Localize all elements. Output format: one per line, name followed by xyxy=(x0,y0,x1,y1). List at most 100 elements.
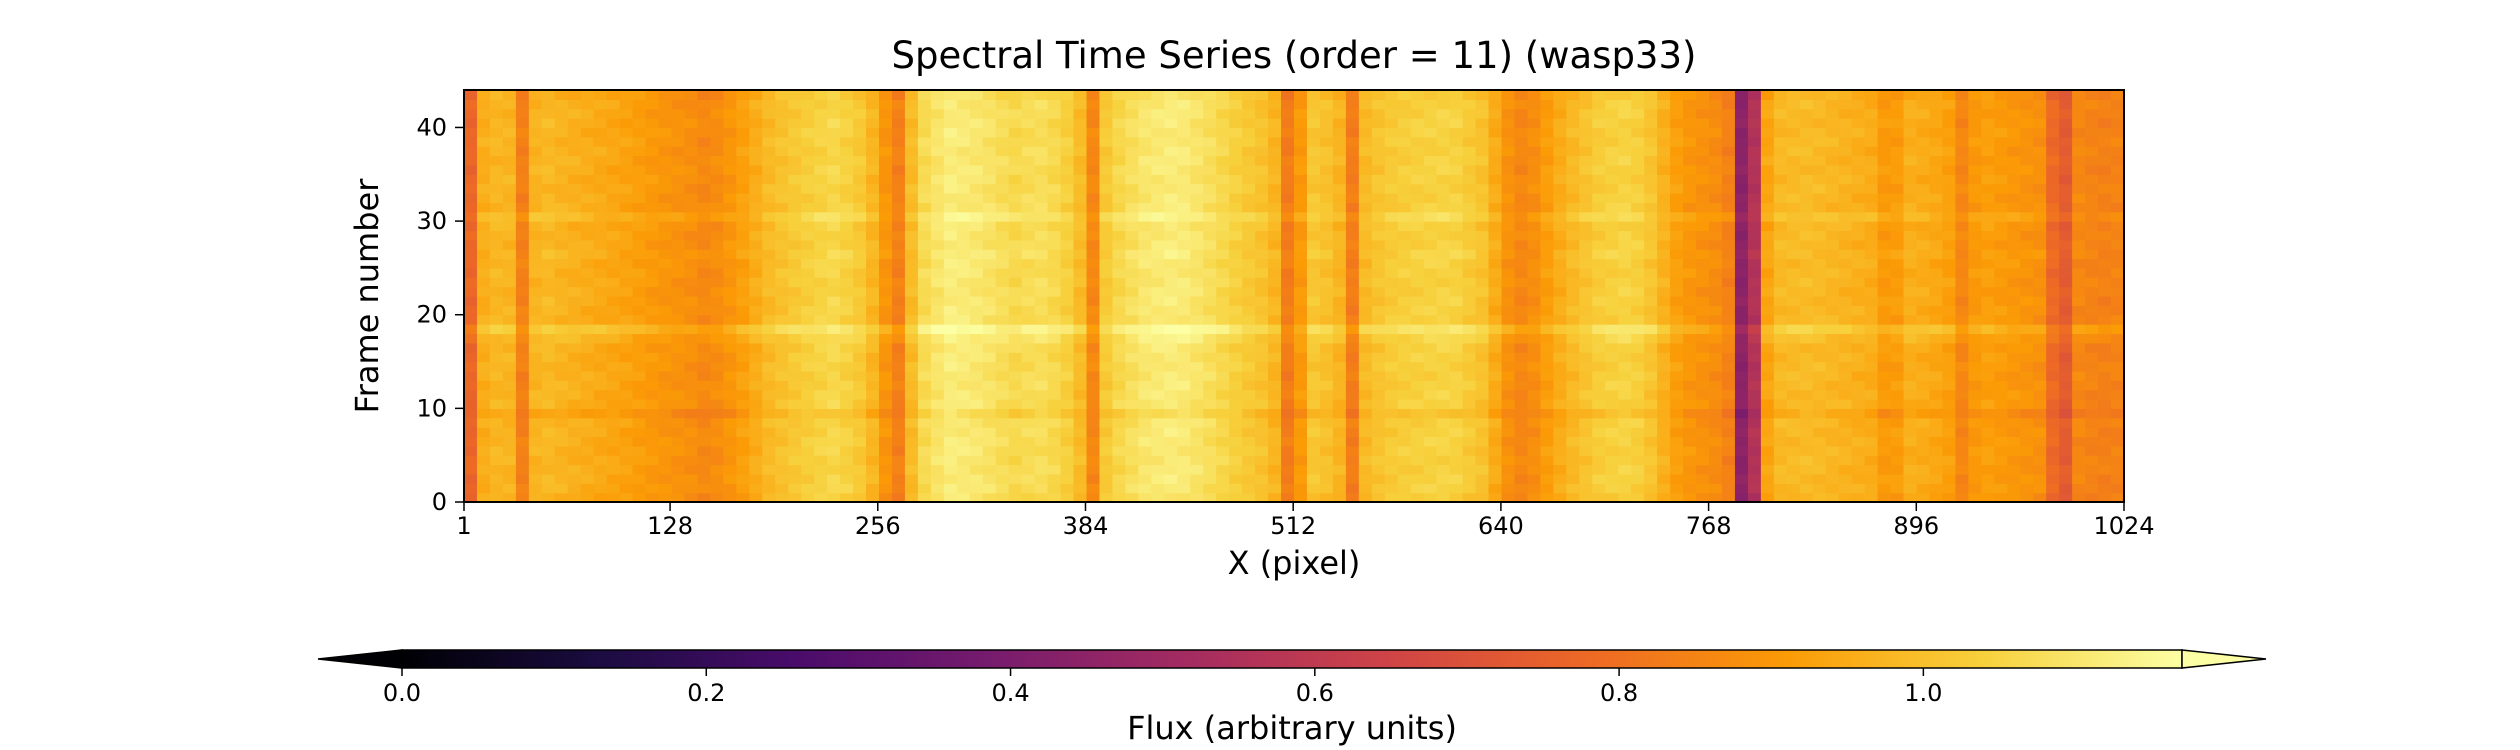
heatmap-cell xyxy=(1618,389,1632,400)
heatmap-cell xyxy=(930,427,945,438)
heatmap-cell xyxy=(1229,342,1243,353)
heatmap-cell xyxy=(904,436,919,447)
heatmap-cell xyxy=(489,164,504,175)
heatmap-cell xyxy=(1851,249,1866,260)
heatmap-cell xyxy=(619,202,634,213)
heatmap-cell xyxy=(788,296,802,306)
heatmap-cell xyxy=(2085,296,2099,306)
heatmap-cell xyxy=(1903,408,1918,419)
heatmap-cell xyxy=(775,239,789,250)
heatmap-cell xyxy=(1086,342,1101,353)
heatmap-row xyxy=(464,193,2125,203)
heatmap-cell xyxy=(2059,296,2073,306)
heatmap-cell xyxy=(1410,164,1425,175)
heatmap-cell xyxy=(1073,314,1088,325)
heatmap-cell xyxy=(1696,174,1710,185)
heatmap-cell xyxy=(1255,136,1269,147)
heatmap-cell xyxy=(827,305,841,316)
heatmap-cell xyxy=(1721,455,1736,466)
heatmap-cell xyxy=(684,399,699,409)
heatmap-cell xyxy=(995,427,1010,438)
heatmap-cell xyxy=(814,473,828,484)
heatmap-cell xyxy=(1747,174,1762,185)
heatmap-cell xyxy=(1812,483,1827,494)
heatmap-row xyxy=(464,314,2125,325)
heatmap-cell xyxy=(1060,352,1075,363)
heatmap-cell xyxy=(1605,202,1619,213)
heatmap-cell xyxy=(1929,193,1944,203)
heatmap-cell xyxy=(2033,333,2047,344)
heatmap-cell xyxy=(1125,333,1139,344)
heatmap-cell xyxy=(1086,464,1101,475)
heatmap-cell xyxy=(1099,249,1114,260)
heatmap-cell xyxy=(1475,314,1490,325)
heatmap-cell xyxy=(1851,155,1866,166)
heatmap-cell xyxy=(1073,399,1088,409)
heatmap-cell xyxy=(1514,455,1529,466)
heatmap-cell xyxy=(2033,445,2047,456)
heatmap-cell xyxy=(1514,380,1529,391)
heatmap-cell xyxy=(1592,221,1606,232)
heatmap-cell xyxy=(1579,174,1593,185)
heatmap-cell xyxy=(1955,277,1969,288)
heatmap-cell xyxy=(1981,361,1995,372)
heatmap-cell xyxy=(1501,352,1516,363)
heatmap-cell xyxy=(658,221,673,232)
heatmap-cell xyxy=(710,333,724,344)
heatmap-cell xyxy=(2085,202,2099,213)
heatmap-cell xyxy=(723,183,737,194)
heatmap-cell xyxy=(2046,211,2060,222)
heatmap-cell xyxy=(1151,370,1165,381)
heatmap-cell xyxy=(1605,445,1619,456)
heatmap-cell xyxy=(1670,258,1684,269)
heatmap-cell xyxy=(1683,305,1697,316)
heatmap-cell xyxy=(528,352,543,363)
heatmap-cell xyxy=(684,146,699,157)
heatmap-cell xyxy=(2046,352,2060,363)
heatmap-cell xyxy=(943,427,958,438)
heatmap-cell xyxy=(1488,333,1503,344)
heatmap-cell xyxy=(1281,239,1295,250)
heatmap-cell xyxy=(1696,370,1710,381)
heatmap-cell xyxy=(2020,464,2034,475)
heatmap-cell xyxy=(541,286,556,297)
heatmap-cell xyxy=(1799,408,1814,419)
heatmap-cell xyxy=(1462,202,1477,213)
heatmap-cell xyxy=(814,230,828,241)
heatmap-cell xyxy=(671,164,686,175)
heatmap-cell xyxy=(671,277,686,288)
heatmap-cell xyxy=(2059,436,2073,447)
heatmap-cell xyxy=(1994,408,2008,419)
heatmap-cell xyxy=(1838,305,1853,316)
heatmap-cell xyxy=(671,483,686,494)
heatmap-cell xyxy=(1242,333,1256,344)
heatmap-cell xyxy=(1994,286,2008,297)
heatmap-cell xyxy=(619,155,634,166)
heatmap-cell xyxy=(1618,361,1632,372)
heatmap-cell xyxy=(1151,211,1165,222)
heatmap-cell xyxy=(891,436,906,447)
heatmap-cell xyxy=(489,445,504,456)
heatmap-cell xyxy=(1981,483,1995,494)
heatmap-cell xyxy=(1164,408,1178,419)
heatmap-cell xyxy=(1994,361,2008,372)
heatmap-cell xyxy=(1423,286,1438,297)
heatmap-cell xyxy=(567,230,582,241)
heatmap-cell xyxy=(606,277,621,288)
heatmap-cell xyxy=(1255,370,1269,381)
heatmap-cell xyxy=(541,427,556,438)
heatmap-cell xyxy=(1462,164,1477,175)
heatmap-cell xyxy=(541,136,556,147)
heatmap-cell xyxy=(1644,211,1658,222)
heatmap-cell xyxy=(866,164,880,175)
heatmap-cell xyxy=(1773,211,1788,222)
heatmap-cell xyxy=(1696,417,1710,428)
heatmap-cell xyxy=(710,230,724,241)
heatmap-cell xyxy=(904,455,919,466)
heatmap-cell xyxy=(1475,427,1490,438)
heatmap-cell xyxy=(2098,417,2112,428)
heatmap-cell xyxy=(2046,146,2060,157)
heatmap-cell xyxy=(1086,305,1101,316)
heatmap-cell xyxy=(489,221,504,232)
heatmap-cell xyxy=(1423,249,1438,260)
